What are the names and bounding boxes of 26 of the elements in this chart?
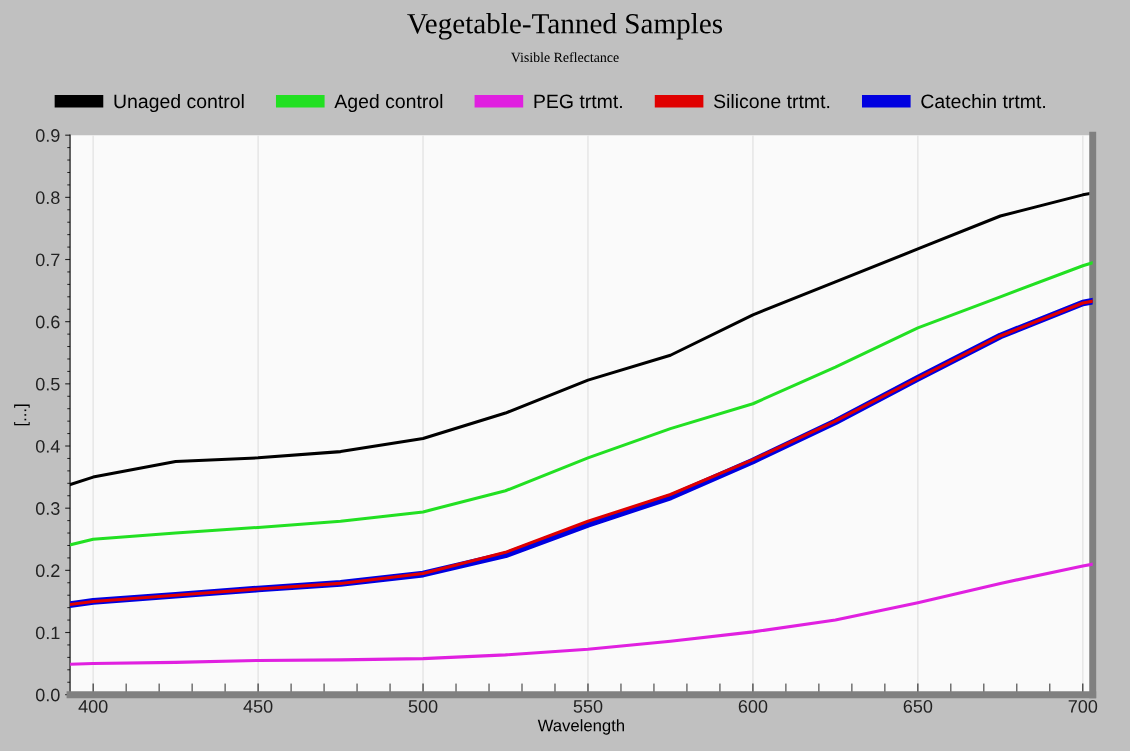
y-tick-label: 0.9 [35, 129, 60, 142]
y-tick-label: 0.0 [35, 688, 60, 702]
y-tick-label: 0.3 [35, 502, 60, 515]
x-tick-label: 600 [738, 700, 768, 713]
x-tick-label: 550 [573, 700, 603, 713]
y-tick-label: 0.1 [35, 626, 60, 640]
y-axis-title: [...] [14, 404, 30, 426]
y-tick-label: 0.6 [35, 315, 60, 329]
y-tick-label: 0.4 [35, 439, 60, 453]
legend-label: PEG trtmt. [534, 94, 622, 109]
y-tick-label: 0.7 [35, 253, 60, 267]
legend-label: Catechin trtmt. [921, 93, 1045, 109]
y-tick-label: 0.8 [35, 191, 60, 205]
y-tick-label: 0.2 [35, 564, 60, 578]
x-tick-label: 700 [1068, 700, 1098, 713]
x-axis-title: Wavelength [537, 719, 624, 735]
chart-subtitle: Visible Reflectance [511, 52, 619, 63]
legend-label: Aged control [334, 93, 443, 113]
x-tick-label: 450 [243, 700, 273, 713]
y-tick-label: 0.5 [35, 377, 60, 391]
legend-label: Silicone trtmt. [713, 93, 830, 109]
chart-title: Vegetable-Tanned Samples [407, 13, 723, 40]
legend-label: Unaged control [114, 93, 244, 113]
x-tick-label: 500 [408, 700, 438, 713]
x-tick-label: 650 [903, 700, 933, 713]
x-tick-label: 400 [78, 700, 108, 713]
